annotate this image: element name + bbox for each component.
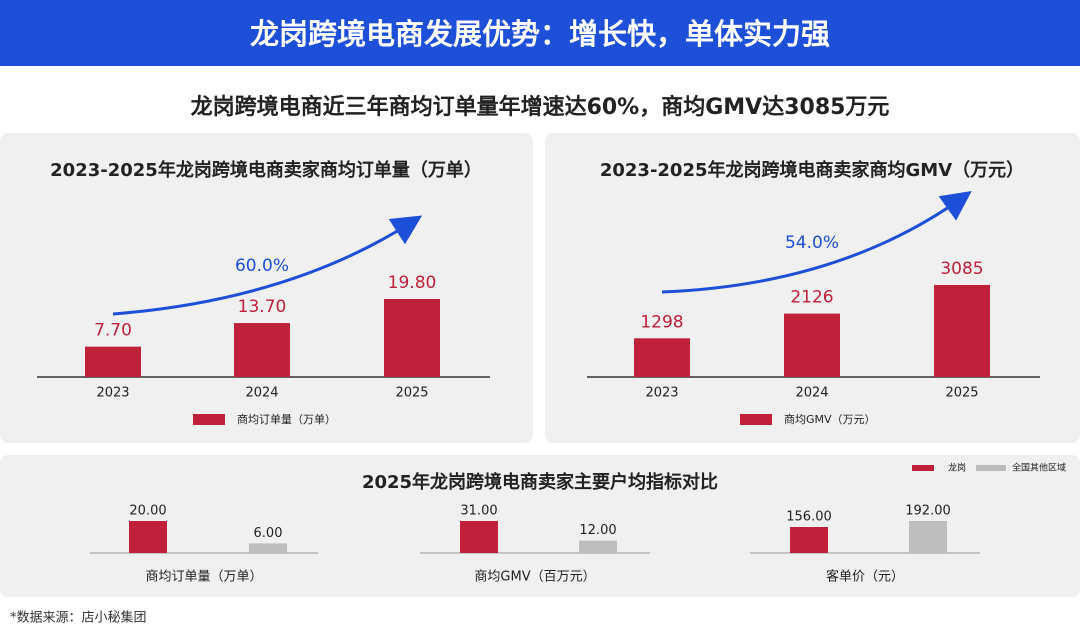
x-tick-label: 2024 <box>245 386 278 401</box>
legend-swatch <box>976 465 1006 471</box>
bar <box>934 285 990 377</box>
value-label: 20.00 <box>129 504 166 519</box>
trend-arrow <box>112 215 423 316</box>
value-label: 12.00 <box>579 523 616 538</box>
value-label: 2126 <box>790 288 833 308</box>
x-tick-label: 商均订单量（万单） <box>145 570 262 585</box>
subtitle: 龙岗跨境电商近三年商均订单量年增速达60%，商均GMV达3085万元 <box>191 94 890 120</box>
value-label: 3085 <box>940 259 983 279</box>
legend-swatch <box>912 465 934 471</box>
x-tick-label: 2025 <box>945 386 978 401</box>
bar <box>909 521 947 553</box>
bar <box>784 313 840 377</box>
charts: 2023-2025年龙岗跨境电商卖家商均订单量（万单） 7.70 2023 13.70… <box>37 159 1066 585</box>
x-tick-label: 2024 <box>795 386 828 401</box>
bar <box>85 346 141 377</box>
chart-title: 2023-2025年龙岗跨境电商卖家商均订单量（万单） <box>50 159 482 181</box>
value-label: 31.00 <box>460 504 497 519</box>
panel <box>0 455 1080 597</box>
value-label: 156.00 <box>786 510 832 525</box>
source: *数据来源：店小秘集团 <box>10 610 147 626</box>
value-label: 192.00 <box>905 504 951 519</box>
x-tick-label: 客单价（元） <box>826 569 904 585</box>
bar <box>460 521 498 553</box>
legend-label: 商均订单量（万单） <box>237 412 336 426</box>
legend-label: 龙岗 <box>948 462 966 474</box>
legend-swatch <box>193 414 225 425</box>
bar <box>249 543 287 553</box>
bar <box>634 338 690 377</box>
annotation: 60.0% <box>235 256 289 276</box>
x-tick-label: 商均GMV（百万元） <box>474 570 595 585</box>
value-label: 1298 <box>640 312 683 332</box>
chart-title: 2025年龙岗跨境电商卖家主要户均指标对比 <box>362 471 718 493</box>
bar <box>384 299 440 377</box>
x-tick-label: 2025 <box>395 386 428 401</box>
header-bar <box>0 0 1080 66</box>
value-label: 19.80 <box>388 273 437 293</box>
header-title: 龙岗跨境电商发展优势：增长快，单体实力强 <box>250 17 830 51</box>
legend-label: 全国其他区域 <box>1012 462 1066 474</box>
legend-swatch <box>740 414 772 425</box>
annotation: 54.0% <box>785 233 839 253</box>
trend-arrow <box>661 191 972 294</box>
bar <box>129 521 167 553</box>
value-label: 13.70 <box>238 297 287 317</box>
value-label: 6.00 <box>254 526 283 541</box>
value-label: 7.70 <box>94 321 132 341</box>
bar <box>579 540 617 553</box>
chart-title: 2023-2025年龙岗跨境电商卖家商均GMV（万元） <box>600 159 1024 181</box>
bar <box>234 323 290 377</box>
x-tick-label: 2023 <box>96 386 129 401</box>
legend-label: 商均GMV（万元） <box>784 412 876 426</box>
x-tick-label: 2023 <box>645 386 678 401</box>
bar <box>790 527 828 553</box>
